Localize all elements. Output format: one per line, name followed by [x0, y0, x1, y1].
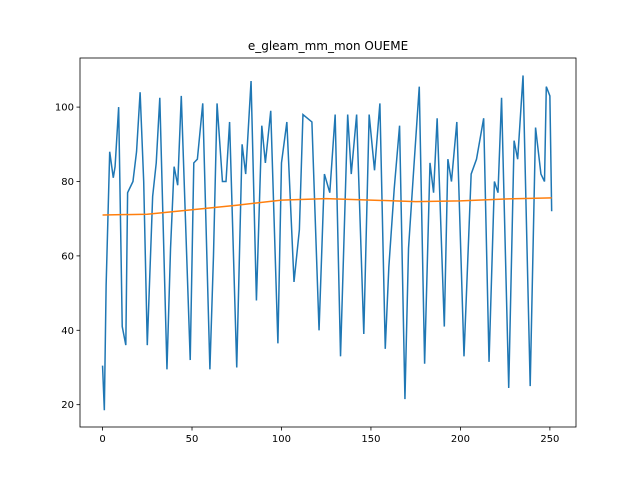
x-tick-label: 100 [272, 434, 291, 445]
x-tick-label: 0 [99, 434, 105, 445]
x-tick-label: 200 [451, 434, 470, 445]
x-tick-label: 150 [361, 434, 380, 445]
y-tick-label: 80 [61, 177, 74, 188]
y-tick-label: 60 [61, 251, 74, 262]
y-tick-label: 100 [55, 103, 74, 114]
series-line [102, 197, 552, 216]
x-tick-label: 250 [540, 434, 559, 445]
y-tick-label: 20 [61, 400, 74, 411]
y-tick-label: 40 [61, 326, 74, 337]
series-line [101, 75, 553, 411]
plot-frame [79, 57, 577, 428]
x-tick-label: 50 [186, 434, 199, 445]
chart-title: e_gleam_mm_mon OUEME [248, 39, 408, 53]
